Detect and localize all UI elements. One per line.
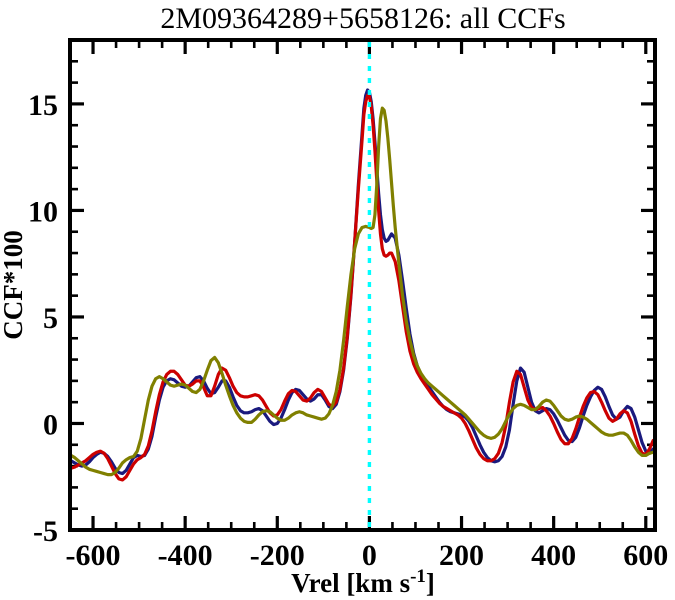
axis-ticks-group [68, 38, 655, 532]
x-tick-label: 0 [362, 539, 377, 572]
x-axis-title-group: Vrel [km s-1] [291, 566, 435, 598]
x-tick-label: 600 [623, 539, 668, 572]
y-tick-label: 0 [43, 408, 58, 441]
plot-title-group: 2M09364289+5658126: all CCFs [160, 2, 565, 35]
y-tick-label: 5 [43, 302, 58, 335]
x-tick-label: 400 [531, 539, 576, 572]
x-tick-label: -400 [158, 539, 213, 572]
y-axis-label: CCF*100 [0, 230, 28, 340]
y-tick-label: 15 [28, 89, 58, 122]
x-axis-label: Vrel [km s-1] [291, 566, 435, 598]
page-title: 2M09364289+5658126: all CCFs [160, 2, 565, 35]
x-tick-label: -200 [250, 539, 305, 572]
y-axis-title-group: CCF*100 [0, 230, 28, 340]
x-axis-label-main: Vrel [km s [291, 568, 410, 598]
y-tick-label: -5 [33, 515, 58, 548]
series-line-2 [70, 93, 655, 482]
series-line-3 [70, 106, 655, 477]
tick-labels-group: -600 -400 -200 0 200 400 600 -5 0 5 10 15 [28, 89, 668, 572]
x-axis-label-superscript: -1 [410, 566, 426, 587]
x-axis-label-tail: ] [426, 568, 435, 598]
x-tick-label: -600 [66, 539, 121, 572]
y-tick-label: 10 [28, 195, 58, 228]
plot-frame [68, 38, 657, 532]
x-tick-label: 200 [439, 539, 484, 572]
